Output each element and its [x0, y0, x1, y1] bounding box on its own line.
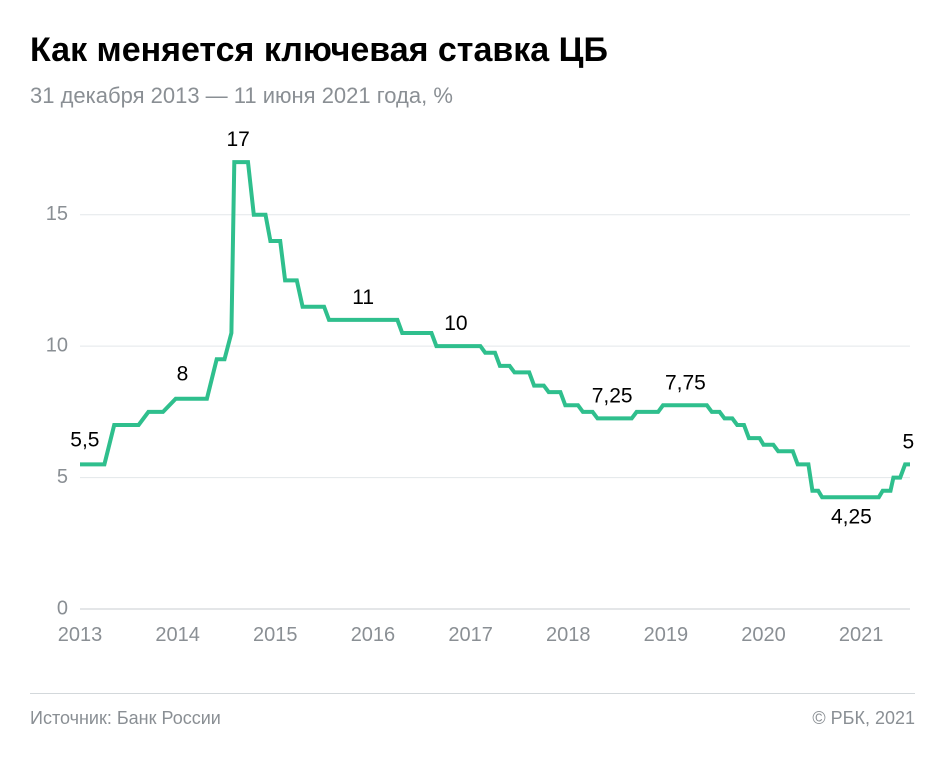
- chart-footer: Источник: Банк России © РБК, 2021: [30, 693, 915, 729]
- svg-text:2014: 2014: [155, 624, 200, 646]
- chart-container: Как меняется ключевая ставка ЦБ 31 декаб…: [0, 0, 945, 749]
- data-point-label: 10: [444, 312, 467, 335]
- svg-text:2020: 2020: [741, 624, 786, 646]
- data-point-label: 4,25: [831, 505, 872, 528]
- data-point-label: 5,5: [903, 430, 915, 453]
- line-chart-svg: 0 5 10 15 2013 2014 2015 2016 2017 2018 2019 2020 20…: [30, 129, 915, 679]
- svg-text:5: 5: [57, 466, 68, 488]
- data-point-label: 8: [177, 363, 189, 386]
- svg-text:2018: 2018: [546, 624, 591, 646]
- svg-text:15: 15: [46, 203, 68, 225]
- data-point-label: 5,5: [70, 428, 99, 451]
- svg-text:2017: 2017: [448, 624, 493, 646]
- data-point-label: 17: [227, 129, 250, 151]
- source-label: Источник: Банк России: [30, 708, 221, 729]
- svg-text:2013: 2013: [58, 624, 103, 646]
- data-point-label: 7,75: [665, 371, 706, 394]
- svg-text:2021: 2021: [839, 624, 884, 646]
- svg-text:2015: 2015: [253, 624, 298, 646]
- credit-label: © РБК, 2021: [812, 708, 915, 729]
- svg-text:2016: 2016: [351, 624, 396, 646]
- chart-subtitle: 31 декабря 2013 — 11 июня 2021 года, %: [30, 83, 915, 109]
- svg-text:10: 10: [46, 334, 68, 356]
- svg-text:2019: 2019: [644, 624, 689, 646]
- data-point-label: 11: [352, 286, 374, 309]
- chart-plot-area: 0 5 10 15 2013 2014 2015 2016 2017 2018 2019 2020 20…: [30, 129, 915, 679]
- chart-title: Как меняется ключевая ставка ЦБ: [30, 30, 915, 71]
- data-point-label: 7,25: [592, 384, 633, 407]
- svg-text:0: 0: [57, 597, 68, 619]
